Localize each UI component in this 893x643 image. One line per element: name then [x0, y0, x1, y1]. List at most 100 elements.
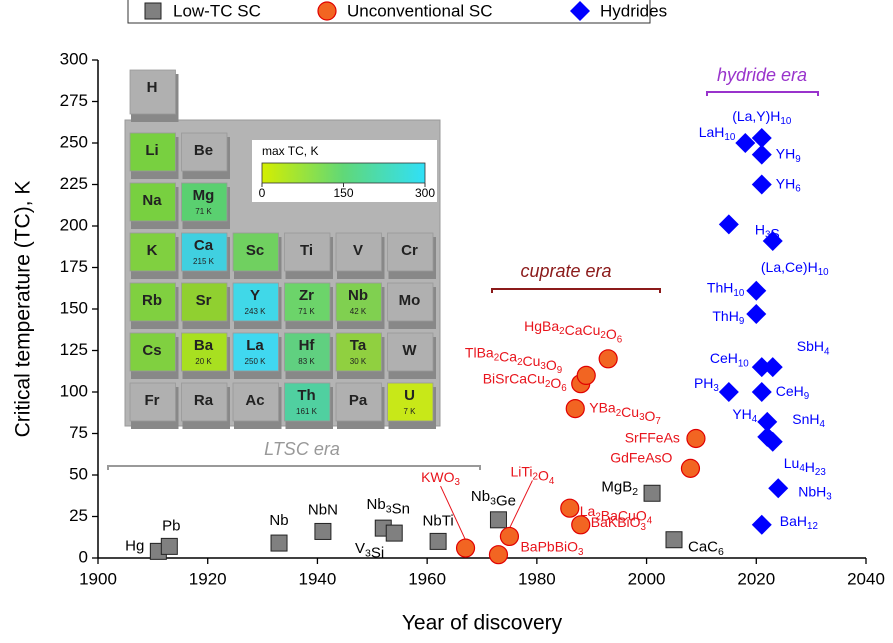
legend-label: Unconventional SC — [347, 1, 493, 20]
diamond-marker — [757, 411, 778, 432]
point-label: SbH4 — [797, 338, 830, 357]
point-label: NbN — [308, 501, 338, 518]
square-marker — [314, 522, 332, 540]
circle-marker — [499, 526, 520, 547]
era-label: hydride era — [717, 65, 807, 85]
x-tick-label: 1940 — [299, 569, 337, 588]
y-tick-label: 200 — [60, 215, 88, 234]
element-symbol: Hf — [299, 337, 316, 354]
point-label: (La,Ce)H10 — [761, 259, 829, 278]
y-tick-label: 150 — [60, 298, 88, 317]
point-label: CaC6 — [688, 539, 724, 558]
point-label: ThH10 — [707, 279, 745, 298]
circle-marker — [686, 428, 706, 449]
element-symbol: V — [353, 242, 363, 259]
element-symbol: Ti — [300, 242, 313, 259]
y-tick-label: 50 — [69, 464, 88, 483]
point-label: SrFFeAs — [625, 429, 680, 445]
legend-box — [127, 0, 651, 24]
point-label: La2BaCuO4 — [580, 503, 653, 526]
element-cell — [335, 232, 382, 272]
diamond-marker — [735, 133, 756, 153]
leader-line — [440, 485, 466, 541]
element-symbol: Nb — [348, 287, 368, 304]
colorbar — [261, 162, 426, 184]
element-cell — [129, 332, 176, 372]
element-tc: 215 K — [193, 257, 215, 266]
element-cell — [181, 332, 228, 372]
element-tc: 250 K — [245, 357, 267, 366]
element-cell — [335, 382, 382, 422]
element-cell — [232, 382, 279, 422]
y-tick-label: 125 — [60, 340, 88, 359]
diamond-marker — [746, 303, 767, 324]
element-symbol: Be — [194, 142, 213, 159]
element-symbol: Sr — [196, 292, 212, 309]
element-tc: 243 K — [245, 307, 267, 316]
y-tick-label: 75 — [69, 423, 88, 442]
element-tc: 42 K — [350, 307, 367, 316]
element-cell — [387, 332, 434, 372]
point-label: BaPbBiO3 — [520, 538, 584, 557]
point-label: GdFeAsO — [610, 449, 672, 465]
element-symbol: U — [404, 387, 415, 404]
diamond-marker — [718, 214, 739, 235]
square-marker — [489, 511, 507, 529]
element-cell — [129, 232, 176, 272]
diamond-marker — [751, 514, 772, 535]
element-cell — [129, 132, 176, 172]
element-tc: 7 K — [403, 407, 416, 416]
point-label: YBa2Cu3O7 — [589, 399, 661, 426]
element-symbol: Mg — [193, 187, 215, 204]
point-label: (La,Y)H10 — [732, 108, 792, 127]
point-label: MgB2 — [601, 478, 638, 497]
element-tc: 161 K — [296, 407, 318, 416]
y-axis-title: Critical temperature (TC), K — [12, 181, 35, 438]
element-tc: 30 K — [350, 357, 367, 366]
point-label: H3S — [755, 221, 780, 241]
point-label: SnH4 — [792, 411, 825, 430]
y-tick-label: 250 — [60, 132, 88, 151]
element-symbol: Rb — [142, 292, 162, 309]
element-cell — [232, 282, 279, 322]
point-label: BaH12 — [780, 513, 818, 532]
inset: H Li Be Na Mg 71 K K Ca 215 K Sc Ti V Cr Rb Sr Y 243 K Zr… — [124, 69, 441, 429]
y-tick-label: 25 — [69, 506, 88, 525]
y-tick-label: 300 — [60, 49, 88, 68]
point-label: Hg — [125, 537, 144, 554]
point-label: Nb3Ge — [471, 488, 516, 510]
point-label: Nb3Sn — [367, 496, 410, 518]
element-symbol: H — [147, 79, 158, 96]
circle-marker — [680, 458, 701, 478]
point-label: NbH3 — [798, 483, 832, 502]
point-label: ThH9 — [712, 308, 744, 327]
element-cell — [387, 282, 434, 322]
x-tick-label: 2020 — [737, 569, 775, 588]
colorbar-tick-label: 300 — [415, 186, 435, 200]
element-symbol: W — [402, 342, 417, 359]
element-cell — [181, 132, 228, 172]
element-cell — [129, 182, 176, 222]
diamond-marker — [762, 357, 783, 378]
y-tick-label: 0 — [79, 547, 88, 566]
square-marker — [385, 524, 403, 542]
element-symbol: Fr — [145, 392, 160, 409]
element-symbol: Zr — [299, 287, 314, 304]
point-label: TlBa2Ca2Cu3O9 — [465, 344, 562, 376]
element-cell — [387, 232, 434, 272]
element-tc: 71 K — [195, 207, 212, 216]
legend-label: Hydrides — [600, 1, 667, 20]
element-symbol: K — [147, 242, 158, 259]
diamond-marker — [751, 382, 772, 402]
era-label: LTSC era — [264, 439, 340, 459]
element-cell — [129, 69, 176, 115]
era-bracket — [491, 288, 661, 293]
element-symbol: Ta — [350, 337, 367, 354]
circle-marker — [571, 515, 591, 535]
element-cell — [284, 282, 331, 322]
element-cell — [284, 382, 331, 422]
era-bracket — [706, 91, 819, 96]
diamond-marker — [751, 357, 772, 378]
element-tc: 71 K — [298, 307, 315, 316]
